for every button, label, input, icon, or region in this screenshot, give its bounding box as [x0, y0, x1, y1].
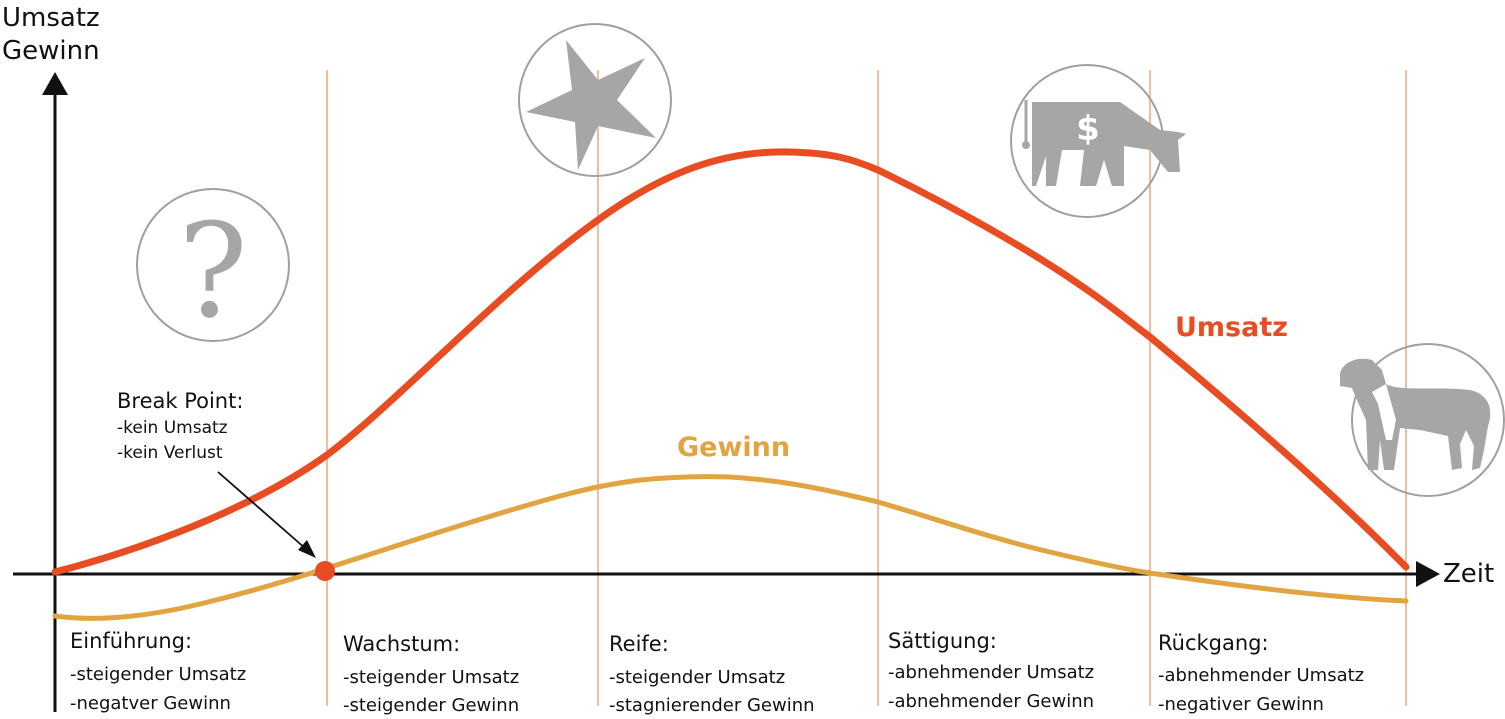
phase-line-1: -steigender Umsatz — [609, 667, 785, 688]
break-point-marker — [315, 561, 335, 581]
break-point-arrow-line — [217, 471, 307, 550]
cash-cow-icon: $ — [1010, 64, 1186, 218]
break-point-line-1: -kein Umsatz — [117, 418, 228, 438]
phase-line-2: -abnehmender Gewinn — [888, 691, 1094, 712]
y-axis-label-gewinn: Gewinn — [2, 36, 100, 66]
y-axis-label-umsatz: Umsatz — [2, 3, 100, 33]
phase-line-1: -abnehmender Umsatz — [888, 662, 1094, 683]
phase-wachstum: Wachstum: -steigender Umsatz -steigender… — [343, 632, 519, 716]
break-point-title: Break Point: — [117, 389, 243, 413]
phase-line-1: -steigender Umsatz — [70, 664, 246, 685]
gewinn-curve — [52, 474, 1409, 621]
phase-title: Wachstum: — [343, 632, 460, 656]
phase-line-1: -abnehmender Umsatz — [1158, 665, 1364, 686]
break-point-annotation: Break Point: -kein Umsatz -kein Verlust — [117, 389, 335, 581]
question-mark-icon: ? — [136, 188, 290, 347]
axes — [13, 72, 1440, 712]
svg-text:?: ? — [178, 195, 248, 347]
phase-title: Einführung: — [70, 629, 192, 653]
phase-line-2: -steigender Gewinn — [343, 695, 519, 716]
phase-line-2: -stagnierender Gewinn — [609, 695, 815, 716]
series-label-umsatz: Umsatz — [1175, 312, 1288, 343]
y-axis-arrow — [42, 72, 68, 95]
phase-saettigung: Sättigung: -abnehmender Umsatz -abnehmen… — [888, 629, 1094, 712]
phase-einfuehrung: Einführung: -steigender Umsatz -negatver… — [70, 629, 246, 714]
break-point-arrow-head — [298, 540, 316, 558]
star-icon — [518, 23, 672, 177]
break-point-line-2: -kein Verlust — [117, 443, 223, 463]
phase-line-2: -negatver Gewinn — [70, 693, 231, 714]
svg-text:$: $ — [1076, 109, 1100, 149]
x-axis-label: Zeit — [1443, 559, 1494, 589]
phase-title: Sättigung: — [888, 629, 997, 653]
phase-rueckgang: Rückgang: -abnehmender Umsatz -negativer… — [1158, 631, 1364, 715]
phase-reife: Reife: -steigender Umsatz -stagnierender… — [609, 632, 815, 716]
series-label-gewinn: Gewinn — [677, 432, 790, 463]
x-axis-arrow — [1416, 561, 1440, 587]
phase-title: Rückgang: — [1158, 631, 1269, 655]
phase-line-1: -steigender Umsatz — [343, 667, 519, 688]
umsatz-curve — [51, 148, 1410, 576]
phase-title: Reife: — [609, 632, 669, 656]
phase-line-2: -negativer Gewinn — [1158, 694, 1324, 715]
dog-icon — [1340, 343, 1505, 497]
